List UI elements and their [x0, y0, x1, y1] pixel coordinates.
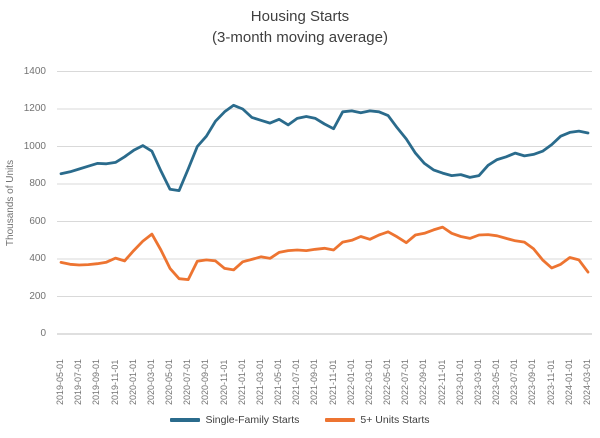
x-tick-label: 2019-07-01	[73, 358, 84, 405]
x-tick-label: 2021-03-01	[254, 358, 265, 405]
x-tick-label: 2024-01-01	[563, 358, 574, 405]
x-tick-label: 2019-05-01	[55, 358, 65, 405]
legend-swatch-icon	[325, 418, 356, 422]
x-tick-label: 2023-07-01	[509, 358, 520, 405]
x-tick-label: 2020-03-01	[145, 358, 156, 405]
x-tick-label: 2020-05-01	[164, 358, 175, 405]
chart-title-line1: Housing Starts	[250, 8, 350, 25]
chart-title: Housing Starts (3-month moving average)	[0, 6, 600, 48]
y-tick-label: 1400	[23, 65, 46, 77]
x-tick-label: 2020-09-01	[200, 358, 211, 405]
x-tick-label: 2020-11-01	[218, 359, 229, 405]
x-tick-label: 2022-01-01	[345, 358, 356, 405]
x-tick-label: 2023-03-01	[472, 358, 483, 405]
legend-swatch-icon	[170, 418, 201, 422]
x-tick-label: 2021-05-01	[273, 358, 284, 405]
x-tick-label: 2021-07-01	[291, 358, 302, 405]
x-tick-label: 2024-03-01	[582, 358, 592, 405]
x-tick-label: 2019-09-01	[91, 358, 102, 405]
chart-legend: Single-Family Starts 5+ Units Starts	[0, 414, 600, 426]
legend-item-0: Single-Family Starts	[170, 414, 299, 426]
x-tick-label: 2022-05-01	[382, 358, 393, 405]
y-tick-label: 600	[29, 215, 46, 227]
y-tick-label: 400	[29, 253, 46, 264]
x-tick-label: 2020-07-01	[182, 358, 193, 405]
legend-label: Single-Family Starts	[205, 414, 300, 426]
x-tick-label: 2021-01-01	[236, 358, 247, 405]
x-tick-label: 2023-09-01	[527, 358, 538, 405]
x-tick-label: 2022-09-01	[418, 358, 429, 405]
y-tick-label: 200	[29, 290, 46, 302]
x-tick-label: 2021-09-01	[309, 358, 320, 405]
legend-item-1: 5+ Units Starts	[325, 414, 430, 426]
series-line-0	[59, 103, 590, 193]
y-tick-label: 800	[29, 178, 46, 189]
x-tick-label: 2023-11-01	[545, 359, 556, 405]
y-tick-label: 1200	[23, 103, 46, 114]
series-line-1	[59, 225, 590, 282]
x-tick-label: 2022-03-01	[363, 358, 374, 405]
y-tick-label: 1000	[23, 140, 46, 152]
y-tick-label: 0	[40, 328, 46, 339]
x-tick-label: 2022-07-01	[400, 358, 411, 405]
x-tick-label: 2021-11-01	[327, 359, 338, 405]
x-tick-label: 2023-05-01	[491, 358, 502, 405]
legend-label: 5+ Units Starts	[360, 414, 430, 426]
x-tick-label: 2023-01-01	[454, 358, 465, 405]
x-tick-label: 2022-11-01	[436, 359, 447, 405]
x-tick-label: 2019-11-01	[109, 359, 120, 405]
x-tick-label: 2020-01-01	[127, 358, 138, 405]
chart-title-line2: (3-month moving average)	[212, 29, 388, 46]
